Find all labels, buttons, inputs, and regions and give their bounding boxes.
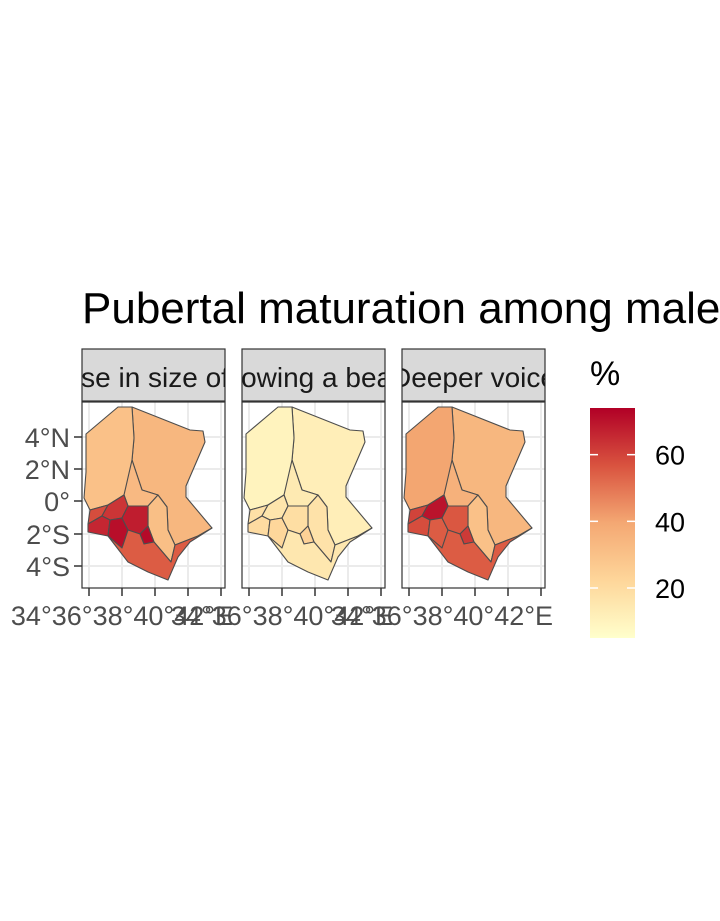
region-coast <box>427 527 533 581</box>
kenya-map <box>243 406 373 581</box>
facet-strip <box>241 348 386 402</box>
facet-panel: Increase in size of penis 34°36°38°40°42°… <box>3 348 303 631</box>
x-tick-labels: 34°36°38°40°42°E <box>11 601 233 631</box>
facet-panel: Growing a beard 34°36°38°40°42°E <box>171 348 417 631</box>
y-tick-label: 4°S <box>26 552 70 582</box>
panel-border <box>401 401 546 589</box>
y-tick-label: 2°S <box>26 520 70 550</box>
legend-tick-label: 40 <box>655 507 685 537</box>
facet-label: Growing a beard <box>210 362 417 393</box>
legend: % 20 40 60 <box>590 355 685 638</box>
legend-title: % <box>590 355 620 393</box>
y-tick-label: 4°N <box>25 423 70 453</box>
region-coast <box>267 527 373 581</box>
facet-panel: Deeper voice 34°36°38°40°42°E <box>331 348 556 631</box>
x-tick-labels: 34°36°38°40°42°E <box>171 601 393 631</box>
region-coast <box>107 527 213 581</box>
chart-title: Pubertal maturation among males <box>82 284 720 333</box>
y-axis: 4°N2°N0°2°S4°S <box>25 423 82 582</box>
facet-strip <box>81 348 226 402</box>
panel-border <box>241 401 386 589</box>
facet-label: Deeper voice <box>391 362 556 393</box>
facet-panels: Increase in size of penis 34°36°38°40°42°… <box>3 348 556 631</box>
y-tick-label: 0° <box>44 487 70 517</box>
facet-label: Increase in size of penis <box>3 362 303 393</box>
legend-tick-label: 20 <box>655 574 685 604</box>
facet-strip <box>401 348 546 402</box>
legend-tick-label: 60 <box>655 441 685 471</box>
kenya-map <box>83 406 213 581</box>
panel-border <box>81 401 226 589</box>
legend-colorbar <box>590 408 635 638</box>
kenya-map <box>403 406 533 581</box>
legend-ticks: 20 40 60 <box>590 441 685 604</box>
x-tick-labels: 34°36°38°40°42°E <box>331 601 553 631</box>
y-tick-label: 2°N <box>25 455 70 485</box>
